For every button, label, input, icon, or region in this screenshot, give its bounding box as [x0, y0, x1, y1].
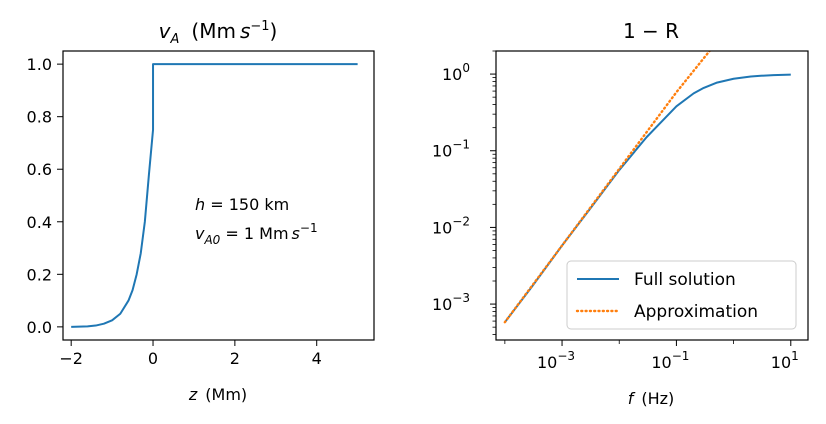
annotation-va0: vA0 = 1 Mm s−1: [195, 221, 318, 247]
right-chart-title: 1 − R: [623, 19, 679, 43]
right-y-tick-label: 10−2: [432, 214, 470, 237]
left-y-tick-label: 0.8: [27, 108, 52, 127]
left-x-tick-label: 4: [312, 349, 322, 368]
right-y-tick-label: 10−1: [432, 138, 470, 161]
left-series-line-0: [71, 63, 358, 328]
right-plot-lines: [503, 51, 791, 324]
left-plot-lines: [71, 63, 358, 328]
right-x-tick-label: 10−1: [651, 349, 689, 372]
right-y-tick-label: 10−3: [432, 291, 470, 314]
left-plot-frame: [62, 50, 375, 341]
annotation-scale-height: h = 150 km: [195, 195, 289, 214]
right-axis-ticks: 10−3 10−1 101 10−3 10−2 10−1 100: [432, 50, 799, 372]
left-y-tick-label: 1.0: [27, 55, 52, 74]
left-chart-title: vA (Mm s−1): [159, 19, 278, 47]
left-y-tick-label: 0.0: [27, 318, 52, 337]
right-y-tick-label: 100: [442, 61, 470, 84]
left-axis-ticks: −2 0 2 4 0.0 0.2 0.4 0.6 0.8 1.0: [27, 55, 322, 368]
left-x-tick-label: −2: [59, 349, 83, 368]
right-x-tick-label: 10−3: [537, 349, 575, 372]
left-x-axis-label: z (Mm): [188, 385, 247, 404]
left-chart-panel: −2 0 2 40.00.20.40.60.81.0 vA (Mm s−1) z (Mm) …: [27, 19, 375, 404]
legend-label-approximation: Approximation: [634, 302, 758, 322]
right-plot-frame: [495, 50, 809, 341]
right-series-line-1: [503, 51, 711, 324]
left-x-tick-label: 0: [148, 349, 158, 368]
legend-box: [566, 260, 797, 330]
left-y-tick-label: 0.4: [27, 213, 52, 232]
left-x-tick-label: 2: [230, 349, 240, 368]
left-y-tick-label: 0.2: [27, 265, 52, 284]
right-series-group: [503, 51, 791, 324]
left-y-tick-label: 0.6: [27, 160, 52, 179]
right-x-axis-label: f (Hz): [628, 389, 675, 408]
legend: Full solution Approximation: [566, 260, 797, 330]
right-chart-panel: 10−3 10−1 101 10−3 10−2 10−1 100 1 − R f (Hz) F…: [432, 19, 809, 408]
legend-label-full-solution: Full solution: [634, 270, 736, 290]
right-x-tick-label: 101: [771, 349, 799, 372]
